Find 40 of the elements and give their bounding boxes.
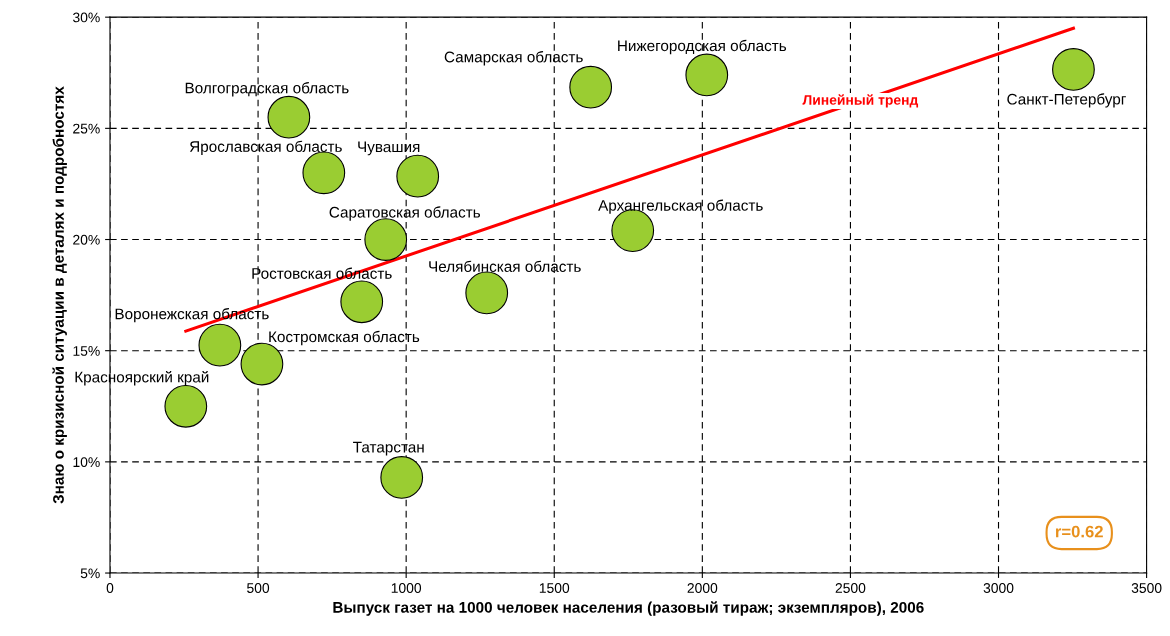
point — [164, 384, 208, 428]
x-tick-label: 0 — [106, 583, 114, 593]
point — [465, 271, 509, 315]
y-tick-label: 25% — [73, 123, 100, 134]
point — [302, 151, 346, 195]
x-tick-label: 1500 — [539, 583, 570, 593]
point — [380, 456, 424, 499]
annotation: Санкт-Петербург — [1007, 93, 1126, 108]
annotation: r=0.62 — [1055, 525, 1103, 538]
annotation: Волгоградская область — [185, 82, 349, 97]
annotation: Нижегородская область — [618, 39, 787, 55]
y-tick-label: 20% — [73, 234, 100, 245]
annotation: Ярославская область — [189, 140, 342, 155]
x-tick-label: 3500 — [1131, 583, 1162, 593]
point — [1052, 48, 1095, 91]
point — [267, 95, 311, 139]
annotation: Саратовская область — [329, 206, 481, 221]
x-tick-label: 500 — [247, 583, 270, 593]
x-axis-title: Выпуск газет на 1000 человек населения (разовый тираж; экземпляров), 2006 — [333, 601, 924, 616]
annotation: Архангельская область — [598, 199, 763, 214]
point — [396, 154, 440, 198]
point — [569, 65, 613, 109]
series-label: Линейный тренд — [802, 94, 919, 108]
y-tick-label: 15% — [73, 346, 100, 356]
y-axis-title: Знаю о кризисной ситуации в деталях и подробностях — [52, 86, 67, 504]
x-tick-label: 2000 — [687, 583, 718, 593]
y-tick-label: 30% — [72, 12, 100, 23]
y-tick-label: 5% — [80, 568, 100, 579]
point — [340, 280, 384, 324]
annotation: Самарская область — [444, 51, 583, 66]
annotation: Чувашия — [358, 141, 420, 156]
point — [685, 53, 729, 97]
x-tick-label: 2500 — [835, 583, 866, 593]
x-tick-label: 3000 — [983, 583, 1014, 593]
x-tick-label: 1000 — [391, 583, 422, 593]
point — [198, 323, 242, 367]
annotation: Татарстан — [353, 441, 424, 456]
annotation: Костромская область — [269, 330, 420, 346]
annotation: Челябинская область — [429, 260, 581, 272]
y-tick-label: 10% — [73, 457, 100, 468]
